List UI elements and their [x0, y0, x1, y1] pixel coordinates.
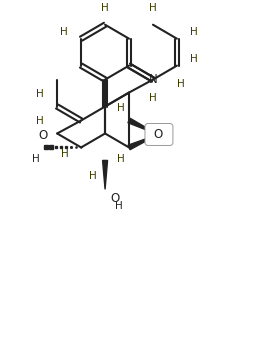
Polygon shape — [103, 161, 108, 189]
Text: H: H — [101, 3, 109, 13]
Text: H: H — [117, 103, 125, 112]
Text: H: H — [149, 92, 157, 103]
Text: O: O — [110, 192, 119, 205]
Text: H: H — [89, 171, 97, 181]
Text: H: H — [32, 154, 40, 165]
Text: H: H — [190, 54, 198, 64]
Text: H: H — [117, 154, 125, 165]
Text: H: H — [36, 115, 44, 126]
Text: H: H — [60, 27, 68, 37]
Text: H: H — [36, 88, 44, 99]
Text: H: H — [115, 201, 123, 211]
Text: H: H — [177, 79, 185, 88]
Text: H: H — [149, 3, 157, 13]
Polygon shape — [128, 134, 158, 150]
Polygon shape — [128, 118, 158, 134]
Text: H: H — [190, 27, 198, 37]
Text: H: H — [61, 150, 69, 159]
Text: O: O — [39, 130, 48, 142]
Text: N: N — [148, 73, 157, 86]
FancyBboxPatch shape — [145, 123, 173, 146]
Text: O: O — [153, 128, 163, 141]
